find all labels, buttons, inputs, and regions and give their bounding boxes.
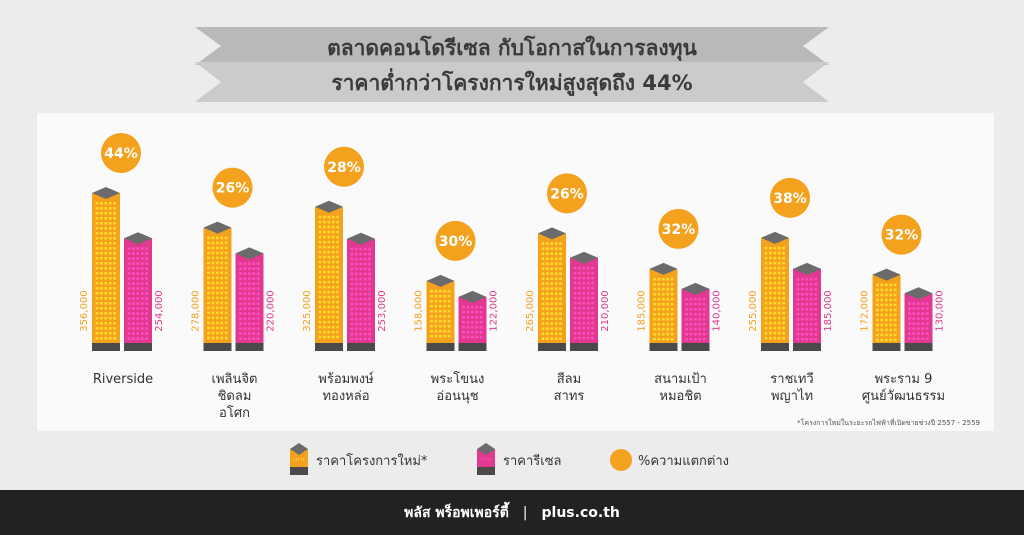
percent-diff-label: 26% xyxy=(550,186,584,202)
percent-diff-label: 32% xyxy=(662,222,696,238)
new-price-bar xyxy=(761,231,789,351)
category-group: 356,000 254,000 44% Riverside xyxy=(79,133,165,387)
percent-diff-label: 26% xyxy=(216,181,250,197)
category-label: เพลินจิต xyxy=(212,372,258,387)
footer-url[interactable]: plus.co.th xyxy=(541,504,620,521)
percent-diff-label: 38% xyxy=(773,191,807,207)
legend-building xyxy=(290,443,308,475)
orange-circle-icon xyxy=(610,449,632,471)
new-price-bar xyxy=(538,227,566,351)
category-label: สาทร xyxy=(554,389,585,404)
category-label: อโศก xyxy=(219,405,250,421)
footer-separator: | xyxy=(522,504,528,521)
resale-price-label: 210,000 xyxy=(600,290,611,331)
category-label: อ่อนนุช xyxy=(436,389,478,404)
legend: ราคาโครงการใหม่* ราคารีเซล %ความแตกต่าง xyxy=(0,440,1024,480)
legend-label-resale: ราคารีเซล xyxy=(503,453,562,469)
chart-title-line-2: ราคาต่ำกว่าโครงการใหม่สูงสุดถึง 44% xyxy=(331,71,693,95)
resale-price-label: 122,000 xyxy=(489,290,500,331)
category-label: พร้อมพงษ์ xyxy=(318,371,374,387)
category-label: หมอชิต xyxy=(659,389,701,404)
category-label: ทองหล่อ xyxy=(322,389,369,404)
title-banner: ตลาดคอนโดรีเซล กับโอกาสในการลงทุน ราคาต่… xyxy=(195,22,829,104)
category-label: สีลม xyxy=(557,371,582,387)
resale-price-bar xyxy=(235,247,264,351)
footer-brand: พลัส พร็อพเพอร์ตี้ xyxy=(404,504,509,521)
percent-diff-label: 28% xyxy=(327,160,361,176)
category-group: 325,000 253,000 28% พร้อมพงษ์ทองหล่อ xyxy=(302,146,388,404)
percent-diff-circle xyxy=(658,208,699,249)
category-label: สนามเป้า xyxy=(654,372,707,387)
category-label: พระราม 9 xyxy=(875,372,933,387)
resale-price-label: 253,000 xyxy=(377,290,388,331)
category-group: 172,000 130,000 32% พระราม 9ศูนย์วัฒนธรรม xyxy=(860,214,946,404)
resale-price-label: 130,000 xyxy=(935,290,946,331)
category-group: 255,000 185,000 38% ราชเทวีพญาไท xyxy=(748,177,834,404)
resale-price-bar xyxy=(124,232,152,351)
legend-label-diff: %ความแตกต่าง xyxy=(638,453,729,469)
new-price-label: 325,000 xyxy=(302,290,313,331)
resale-price-label: 220,000 xyxy=(266,290,277,331)
new-price-bar xyxy=(426,274,455,351)
legend-label-new: ราคาโครงการใหม่* xyxy=(316,453,428,469)
new-price-label: 185,000 xyxy=(637,290,648,331)
new-price-bar xyxy=(872,268,901,351)
new-price-label: 158,000 xyxy=(414,290,425,331)
category-label: พระโขนง xyxy=(431,371,485,387)
new-price-label: 172,000 xyxy=(860,290,871,331)
percent-diff-label: 44% xyxy=(104,146,138,162)
legend-item-new: ราคาโครงการใหม่* xyxy=(288,440,427,480)
percent-diff-circle xyxy=(101,133,141,173)
bar-chart: 356,000 254,000 44% Riverside 278,000 220,000… xyxy=(79,133,946,421)
percent-diff-label: 30% xyxy=(439,234,473,250)
new-price-bar xyxy=(649,262,678,351)
category-label: ศูนย์วัฒนธรรม xyxy=(862,388,945,404)
new-price-bar xyxy=(315,200,343,351)
chart-title-line-1: ตลาดคอนโดรีเซล กับโอกาสในการลงทุน xyxy=(327,36,697,60)
percent-diff-circle xyxy=(547,173,587,214)
footer: พลัส พร็อพเพอร์ตี้ | plus.co.th xyxy=(0,490,1024,535)
resale-price-bar xyxy=(904,287,933,351)
percent-diff-circle xyxy=(435,220,476,261)
resale-price-bar xyxy=(347,232,375,351)
category-label: พญาไท xyxy=(771,388,813,404)
footnote: *โครงการใหม่ในระยะรถไฟฟ้าที่เปิดขายช่วงป… xyxy=(797,419,980,427)
new-price-label: 356,000 xyxy=(79,290,90,331)
resale-price-label: 140,000 xyxy=(712,290,723,331)
orange-building-icon xyxy=(290,443,308,475)
resale-price-label: 254,000 xyxy=(154,290,165,331)
new-price-label: 278,000 xyxy=(191,290,202,331)
legend-item-resale: ราคารีเซล xyxy=(475,440,562,480)
new-price-bar xyxy=(92,187,120,351)
percent-diff-circle xyxy=(212,167,253,208)
resale-price-bar xyxy=(570,251,598,351)
category-label: ราชเทวี xyxy=(770,371,813,387)
category-label: Riverside xyxy=(93,372,153,387)
resale-price-bar xyxy=(793,262,821,351)
percent-diff-circle xyxy=(770,177,810,218)
percent-diff-circle xyxy=(881,214,922,255)
pink-building-icon xyxy=(477,443,495,475)
new-price-label: 265,000 xyxy=(525,290,536,331)
chart-panel: 356,000 254,000 44% Riverside 278,000 220,000… xyxy=(37,113,994,431)
percent-diff-circle xyxy=(324,146,364,187)
resale-price-label: 185,000 xyxy=(823,290,834,331)
new-price-label: 255,000 xyxy=(748,290,759,331)
legend-building xyxy=(477,443,495,475)
resale-price-bar xyxy=(681,282,710,351)
percent-diff-label: 32% xyxy=(885,228,919,244)
legend-item-diff: %ความแตกต่าง xyxy=(610,440,729,480)
resale-price-bar xyxy=(458,290,487,351)
category-label: ชิดลม xyxy=(218,389,252,404)
new-price-bar xyxy=(203,221,232,351)
ribbon-shape xyxy=(195,27,829,102)
